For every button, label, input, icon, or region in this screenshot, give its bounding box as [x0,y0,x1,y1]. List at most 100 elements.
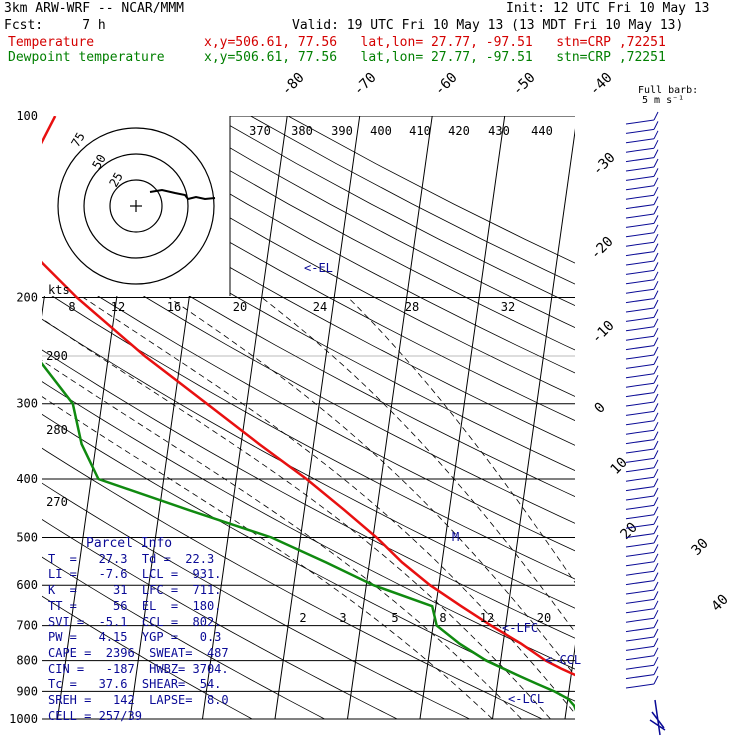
parcel-row: CELL = 257/39 [48,708,142,723]
mixing-ratio-label: 32 [501,300,515,314]
temperature-tick-label: 10 [608,455,631,478]
mixing-ratio-label: 3 [339,611,346,625]
wind-barb-flag [653,431,659,440]
wind-barb-flag [653,647,659,657]
wind-barb-flag [653,233,659,243]
parcel-row: SREH = 142 LAPSE= 8.0 [48,693,229,708]
wind-barb [625,185,655,191]
mixing-ratio-label: 8 [68,300,75,314]
lcl-label: <-LCL [508,692,544,706]
wind-barb [625,467,655,473]
dry-adiabat-label: 440 [531,124,553,138]
wind-barb [625,410,655,416]
temperature-tick-label: -80 [279,70,308,99]
dry-adiabat-line [42,318,575,609]
wind-barb-flag [653,356,659,365]
wind-barb-flag [653,656,659,666]
dry-adiabat-label: 400 [370,124,392,138]
temperature-tick-label: -20 [588,234,617,263]
wind-barb [625,683,655,689]
hodograph-ring-label: 25 [106,170,125,190]
isotherm-line [346,116,433,720]
wind-barb-flag [653,468,659,478]
wind-barb-flag [653,121,659,130]
wind-barb-flag [653,215,659,224]
dry-adiabat-line [42,204,575,498]
parcel-row: SVI = -5.1 CCL = 802. [48,614,222,629]
wind-barb [625,664,655,670]
wind-barb [625,354,655,360]
mixing-ratio-label: 12 [480,611,494,625]
isotherm-line [491,128,575,720]
wind-barb-flag [653,271,659,281]
dry-adiabat-line [42,381,575,670]
temperature-tick-label: -30 [590,150,619,179]
isotherm-line [710,116,740,719]
pressure-label: 100 [16,109,38,123]
temperature-curve [42,116,575,677]
pressure-label: 700 [16,619,38,633]
moist-adiabat-line [42,396,493,720]
wind-barb [625,241,655,247]
wind-barb-flag [653,619,659,628]
wind-barb [625,213,655,219]
wind-barb [625,486,655,492]
wind-barb-flag [653,186,659,196]
lfc-label: <-LFC [502,621,538,635]
dry-adiabat-label: 370 [249,124,271,138]
wind-barb [625,147,655,153]
dry-adiabat-line [62,116,575,397]
wind-barb [625,627,655,633]
wind-barb-flag [653,393,659,403]
wind-barb [625,363,655,369]
wind-barb-flag [653,487,659,497]
wind-barb-flag [653,224,659,234]
moist-adiabat-line [42,318,551,720]
dewpoint-curve [42,361,575,712]
isotherm-line [201,116,288,720]
wind-barb [625,326,655,332]
dewpoint-legend-label: Dewpoint temperature [8,50,165,65]
temperature-tick-label: -60 [432,70,461,99]
wind-barb-flag [653,412,659,422]
isotherm-line [274,116,361,720]
wind-barb [625,523,655,529]
wind-barb-flag [653,337,659,346]
wind-barb-flag [653,374,659,384]
wind-barb [625,429,655,435]
moist-adiabat-line [261,297,575,633]
dry-adiabat-label: 270 [46,495,68,509]
wind-barb [625,316,655,322]
mixing-ratio-label: 12 [111,300,125,314]
wind-barb-flag [653,544,659,553]
isotherm-line [419,116,506,720]
wind-barb-flag [653,675,659,685]
dry-adiabat-line [100,116,575,374]
wind-barb [625,457,655,463]
dry-adiabat-line [42,447,543,720]
dry-adiabat-label: 390 [331,124,353,138]
wind-barb [625,128,655,134]
mixing-ratio-label: 28 [405,300,419,314]
isotherm-line [564,644,575,720]
wind-barb [625,589,655,595]
temperature-tick-label: -40 [587,70,616,99]
pressure-label: 1000 [9,712,38,726]
moist-adiabat-line [168,297,575,677]
wind-barb-flag [653,638,659,647]
wind-barb-flag [653,581,659,591]
wind-barb-flag [653,252,659,262]
temperature-tick-label: 40 [709,592,732,615]
wind-barb [625,674,655,680]
wind-barb [625,288,655,294]
wind-barb [625,495,655,501]
mixing-ratio-label: 8 [439,611,446,625]
dry-adiabat-label: 420 [448,124,470,138]
temperature-tick-label: -70 [351,70,380,99]
init-time: Init: 12 UTC Fri 10 May 13 [506,1,710,16]
parcel-row: K = 31 LFC = 711. [48,583,222,598]
wind-barb-flag [653,309,659,318]
wind-barb [625,655,655,661]
wind-barb-flag [653,299,659,309]
wind-barb [625,269,655,275]
